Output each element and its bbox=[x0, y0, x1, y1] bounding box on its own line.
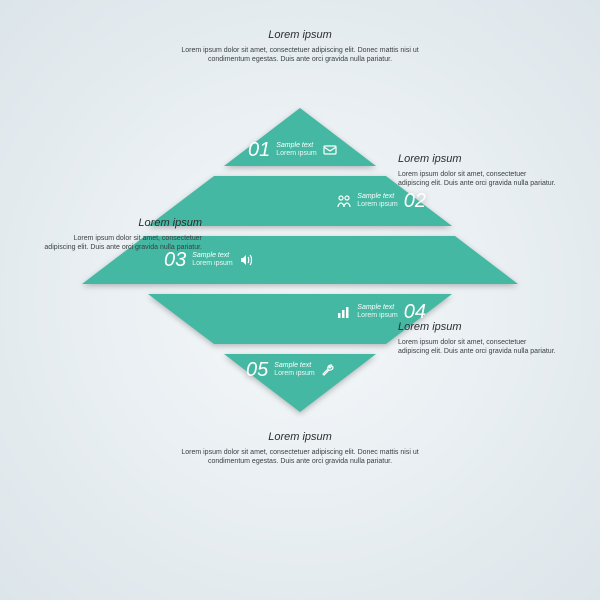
caption-left1: Lorem ipsum Lorem ipsum dolor sit amet, … bbox=[42, 216, 202, 253]
caption-heading: Lorem ipsum bbox=[398, 152, 558, 167]
slice-label: 02 Sample text Lorem ipsum bbox=[337, 189, 426, 213]
caption-right2: Lorem ipsum Lorem ipsum dolor sit amet, … bbox=[398, 320, 558, 357]
caption-body: Lorem ipsum dolor sit amet, consectetuer… bbox=[180, 46, 420, 65]
mail-icon bbox=[323, 143, 337, 157]
slice-lorem: Lorem ipsum bbox=[192, 260, 232, 268]
caption-bottom: Lorem ipsum Lorem ipsum dolor sit amet, … bbox=[180, 430, 420, 467]
slice-number: 02 bbox=[404, 189, 426, 213]
caption-body: Lorem ipsum dolor sit amet, consectetuer… bbox=[398, 338, 558, 357]
bars-icon bbox=[337, 305, 351, 319]
slice-lorem: Lorem ipsum bbox=[357, 312, 397, 320]
rhombus-slice-5: 05 Sample text Lorem ipsum bbox=[224, 354, 376, 412]
slice-sample-text: Sample text bbox=[357, 304, 397, 312]
caption-heading: Lorem ipsum bbox=[180, 430, 420, 445]
slice-sample-text: Sample text bbox=[192, 252, 232, 260]
speaker-icon bbox=[239, 253, 253, 267]
caption-body: Lorem ipsum dolor sit amet, consectetuer… bbox=[180, 448, 420, 467]
caption-right1: Lorem ipsum Lorem ipsum dolor sit amet, … bbox=[398, 152, 558, 189]
caption-heading: Lorem ipsum bbox=[42, 216, 202, 231]
people-icon bbox=[337, 194, 351, 208]
slice-number: 01 bbox=[248, 138, 270, 162]
slice-sample-text: Sample text bbox=[357, 193, 397, 201]
caption-body: Lorem ipsum dolor sit amet, consectetuer… bbox=[42, 234, 202, 253]
caption-body: Lorem ipsum dolor sit amet, consectetuer… bbox=[398, 170, 558, 189]
slice-sample-text: Sample text bbox=[274, 362, 314, 370]
infographic-canvas: 01 Sample text Lorem ipsum 02 Sample tex… bbox=[0, 0, 600, 600]
caption-heading: Lorem ipsum bbox=[180, 28, 420, 43]
slice-label: 01 Sample text Lorem ipsum bbox=[248, 138, 337, 162]
slice-label: 05 Sample text Lorem ipsum bbox=[246, 358, 335, 382]
slice-number: 05 bbox=[246, 358, 268, 382]
wrench-icon bbox=[321, 363, 335, 377]
caption-heading: Lorem ipsum bbox=[398, 320, 558, 335]
slice-lorem: Lorem ipsum bbox=[274, 370, 314, 378]
caption-top: Lorem ipsum Lorem ipsum dolor sit amet, … bbox=[180, 28, 420, 65]
rhombus-slice-1: 01 Sample text Lorem ipsum bbox=[224, 108, 376, 166]
slice-lorem: Lorem ipsum bbox=[357, 201, 397, 209]
slice-lorem: Lorem ipsum bbox=[276, 150, 316, 158]
slice-sample-text: Sample text bbox=[276, 142, 316, 150]
